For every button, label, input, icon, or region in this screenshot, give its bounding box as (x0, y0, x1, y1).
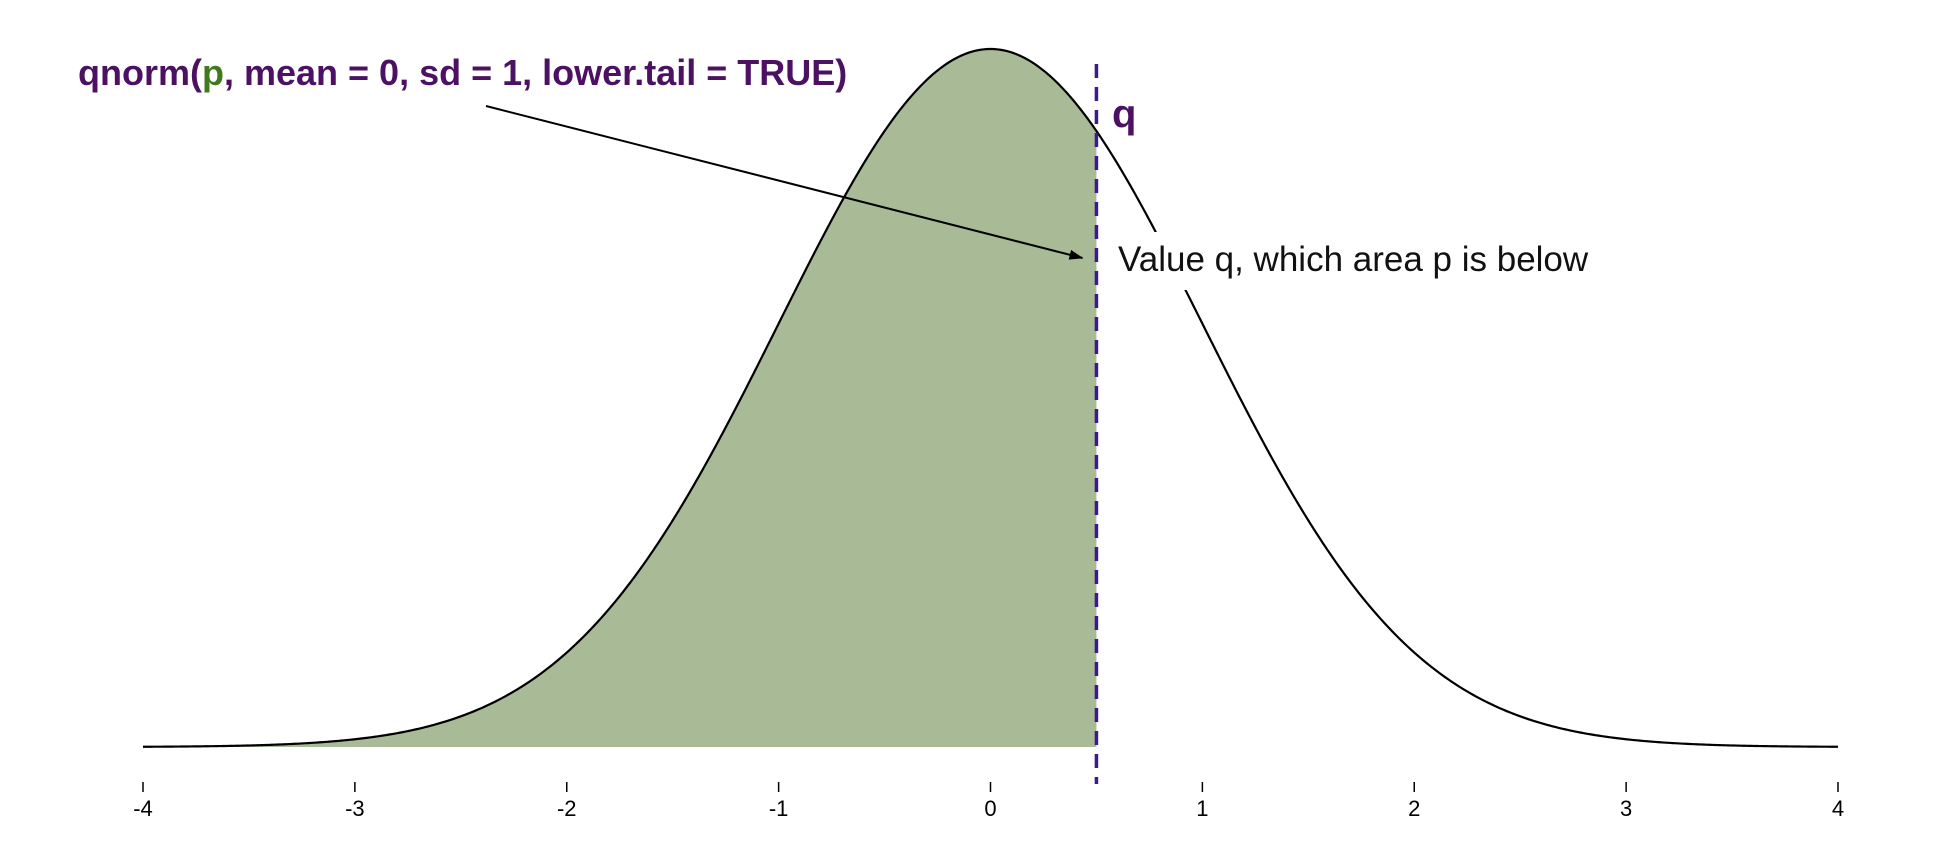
x-tick-label: -2 (557, 796, 577, 821)
x-axis: -4 -3 -2 -1 0 1 2 3 4 (133, 782, 1844, 821)
q-label: q (1112, 92, 1137, 136)
shaded-area-layer (143, 49, 1097, 747)
annotation-text: Value q, which area p is below (1118, 240, 1589, 279)
x-tick-label: 3 (1620, 796, 1632, 821)
x-tick-label: -3 (345, 796, 365, 821)
density-curve (142, 47, 1839, 748)
x-tick-label: 4 (1832, 796, 1844, 821)
density-curve-layer (142, 47, 1839, 748)
annotation-background (1108, 232, 1648, 290)
x-tick-label: -1 (769, 796, 789, 821)
x-tick-label: -4 (133, 796, 153, 821)
function-call-title: qnorm(p, mean = 0, sd = 1, lower.tail = … (78, 52, 847, 94)
title-prefix: qnorm( (78, 52, 202, 93)
annotation-arrow-layer (485, 105, 1084, 260)
title-suffix: , mean = 0, sd = 1, lower.tail = TRUE) (223, 52, 848, 93)
x-tick-label: 1 (1196, 796, 1208, 821)
annotation-arrow (485, 105, 1084, 260)
x-tick-label: 2 (1408, 796, 1420, 821)
shaded-area-below-q (143, 49, 1097, 747)
x-tick-label: 0 (984, 796, 996, 821)
title-arg-p: p (201, 52, 224, 93)
